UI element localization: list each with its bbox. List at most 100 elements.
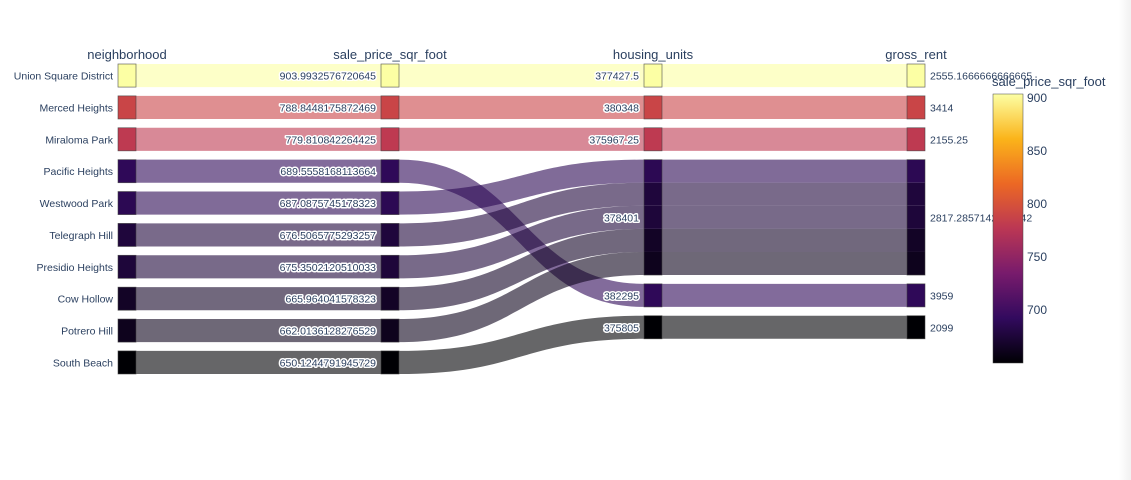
category-label-sale-price-sqr-foot-665-964041578323: 665.964041578323 xyxy=(285,294,376,306)
category-label-gross-rent-2155-25: 2155.25 xyxy=(930,134,968,146)
ribbon-cow-hollow-2 xyxy=(662,228,907,252)
category-bar-neighborhood-westwood-park xyxy=(117,191,137,215)
category-bar-neighborhood-presidio-heights xyxy=(117,254,137,279)
category-bar-housing-units-377427-5 xyxy=(643,63,663,88)
category-bar-outline-gross-rent-2099 xyxy=(906,315,926,340)
ribbon-south-beach-1 xyxy=(399,315,644,374)
category-label-gross-rent-3959: 3959 xyxy=(930,290,954,302)
category-label-sale-price-sqr-foot-779-810842264425: 779.810842264425 xyxy=(285,134,376,146)
labels-layer: neighborhood Union Square District Merced … xyxy=(14,47,1034,371)
category-label-neighborhood-potrero-hill: Potrero Hill xyxy=(61,326,113,338)
category-label-housing-units-375967-25: 375967.25 xyxy=(589,134,639,146)
colorbar-title: sale_price_sqr_foot xyxy=(992,74,1106,89)
scrollbar-strip xyxy=(1119,0,1131,480)
colorbar-ramp xyxy=(992,93,1024,364)
category-bar-sale-price-sqr-foot-788-8448175872469 xyxy=(380,95,400,120)
ribbon-merced-heights-1 xyxy=(399,95,644,119)
category-bar-segment-housing-units-pacific-heights xyxy=(644,283,662,307)
ribbon-telegraph-hill-2 xyxy=(662,182,907,206)
ribbon-cow-hollow-0 xyxy=(136,287,381,311)
category-bar-sale-price-sqr-foot-650-1244791945729 xyxy=(380,350,400,375)
category-label-housing-units-380348: 380348 xyxy=(604,102,639,114)
category-bar-housing-units-382295 xyxy=(643,283,663,308)
category-bar-outline-gross-rent-2155-25 xyxy=(906,127,926,152)
category-bar-neighborhood-miraloma-park xyxy=(117,127,137,152)
dimension-title-sale-price-sqr-foot: sale_price_sqr_foot xyxy=(333,47,447,62)
ribbon-potrero-hill-2 xyxy=(662,251,907,276)
colorbar-tick-850: 850 xyxy=(1027,144,1047,158)
ribbon-cow-hollow-1 xyxy=(399,228,644,311)
category-bar-segment-housing-units-miraloma-park xyxy=(644,127,662,151)
ribbon-merced-heights-0 xyxy=(136,95,381,119)
category-bar-segment-gross-rent-telegraph-hill xyxy=(907,182,925,206)
category-bar-outline-gross-rent-2555-1666666666665 xyxy=(906,63,926,88)
dimension-title-gross-rent: gross_rent xyxy=(885,47,947,62)
category-bar-segment-gross-rent-westwood-park xyxy=(907,159,925,183)
ribbon-miraloma-park-2 xyxy=(662,127,907,151)
category-bar-segment-housing-units-presidio-heights xyxy=(644,205,662,229)
category-label-housing-units-378401: 378401 xyxy=(604,212,639,224)
category-bar-neighborhood-pacific-heights xyxy=(117,159,137,184)
category-bar-segment-gross-rent-potrero-hill xyxy=(907,251,925,276)
category-bar-gross-rent-2817-2857142857142 xyxy=(906,159,926,276)
category-bar-outline-housing-units-378401 xyxy=(643,159,663,276)
ribbon-potrero-hill-1 xyxy=(399,251,644,343)
category-bar-outline-gross-rent-3959 xyxy=(906,283,926,308)
category-bar-segment-housing-units-cow-hollow xyxy=(644,228,662,252)
category-label-housing-units-375805: 375805 xyxy=(604,322,639,334)
ribbon-presidio-heights-1 xyxy=(399,205,644,279)
category-bar-outline-housing-units-382295 xyxy=(643,283,663,308)
category-label-neighborhood-merced-heights: Merced Heights xyxy=(39,102,113,114)
category-label-neighborhood-westwood-park: Westwood Park xyxy=(40,198,114,210)
category-bar-segment-gross-rent-union-square-district xyxy=(907,64,925,88)
category-bar-segment-gross-rent-south-beach xyxy=(907,315,925,339)
colorbar-tick-750: 750 xyxy=(1027,250,1047,264)
category-label-housing-units-377427-5: 377427.5 xyxy=(595,71,639,83)
category-bar-neighborhood-cow-hollow xyxy=(117,286,137,311)
category-label-sale-price-sqr-foot-675-3502120510033: 675.3502120510033 xyxy=(280,262,377,274)
ribbons-layer xyxy=(136,64,907,374)
ribbon-pacific-heights-0 xyxy=(136,159,381,183)
category-label-sale-price-sqr-foot-903-9932576720645: 903.9932576720645 xyxy=(280,71,377,83)
category-label-sale-price-sqr-foot-662-0136128276529: 662.0136128276529 xyxy=(280,326,377,338)
category-bar-gross-rent-2155-25 xyxy=(906,127,926,152)
category-label-neighborhood-presidio-heights: Presidio Heights xyxy=(37,262,113,274)
category-label-neighborhood-cow-hollow: Cow Hollow xyxy=(58,294,114,306)
category-bar-outline-housing-units-380348 xyxy=(643,95,663,120)
category-bar-segment-housing-units-telegraph-hill xyxy=(644,182,662,206)
category-bar-sale-price-sqr-foot-675-3502120510033 xyxy=(380,254,400,279)
category-bar-sale-price-sqr-foot-676-5065775293257 xyxy=(380,223,400,247)
ribbon-telegraph-hill-1 xyxy=(399,182,644,247)
category-bar-segment-gross-rent-pacific-heights xyxy=(907,283,925,307)
category-label-sale-price-sqr-foot-788-8448175872469: 788.8448175872469 xyxy=(280,102,377,114)
category-bar-sale-price-sqr-foot-779-810842264425 xyxy=(380,127,400,152)
category-bar-outline-housing-units-375805 xyxy=(643,315,663,340)
ribbon-presidio-heights-0 xyxy=(136,255,381,279)
colorbar-tick-900: 900 xyxy=(1027,91,1047,105)
category-label-sale-price-sqr-foot-676-5065775293257: 676.5065775293257 xyxy=(280,230,377,242)
category-bar-sale-price-sqr-foot-662-0136128276529 xyxy=(380,318,400,343)
category-bar-outline-gross-rent-2817-2857142857142 xyxy=(906,159,926,276)
category-bar-segment-gross-rent-miraloma-park xyxy=(907,127,925,151)
category-bar-segment-housing-units-potrero-hill xyxy=(644,251,662,276)
dimension-title-neighborhood: neighborhood xyxy=(87,47,167,62)
category-bar-outline-housing-units-377427-5 xyxy=(643,63,663,88)
category-bar-sale-price-sqr-foot-903-9932576720645 xyxy=(380,63,400,88)
category-bar-outline-housing-units-375967-25 xyxy=(643,127,663,152)
category-bar-neighborhood-south-beach xyxy=(117,350,137,375)
category-label-neighborhood-south-beach: South Beach xyxy=(53,357,113,369)
category-bar-gross-rent-2099 xyxy=(906,315,926,340)
category-bar-segment-housing-units-westwood-park xyxy=(644,159,662,183)
category-bar-neighborhood-telegraph-hill xyxy=(117,223,137,247)
ribbon-south-beach-0 xyxy=(136,350,381,374)
category-bar-housing-units-375967-25 xyxy=(643,127,663,152)
category-bar-sale-price-sqr-foot-687-0875745178323 xyxy=(380,191,400,215)
category-bar-segment-gross-rent-merced-heights xyxy=(907,95,925,119)
category-bar-segment-gross-rent-cow-hollow xyxy=(907,228,925,252)
category-label-housing-units-382295: 382295 xyxy=(604,290,639,302)
category-bar-gross-rent-3414 xyxy=(906,95,926,120)
colorbar-tick-800: 800 xyxy=(1027,197,1047,211)
category-bar-segment-housing-units-union-square-district xyxy=(644,64,662,88)
category-bar-sale-price-sqr-foot-665-964041578323 xyxy=(380,286,400,311)
